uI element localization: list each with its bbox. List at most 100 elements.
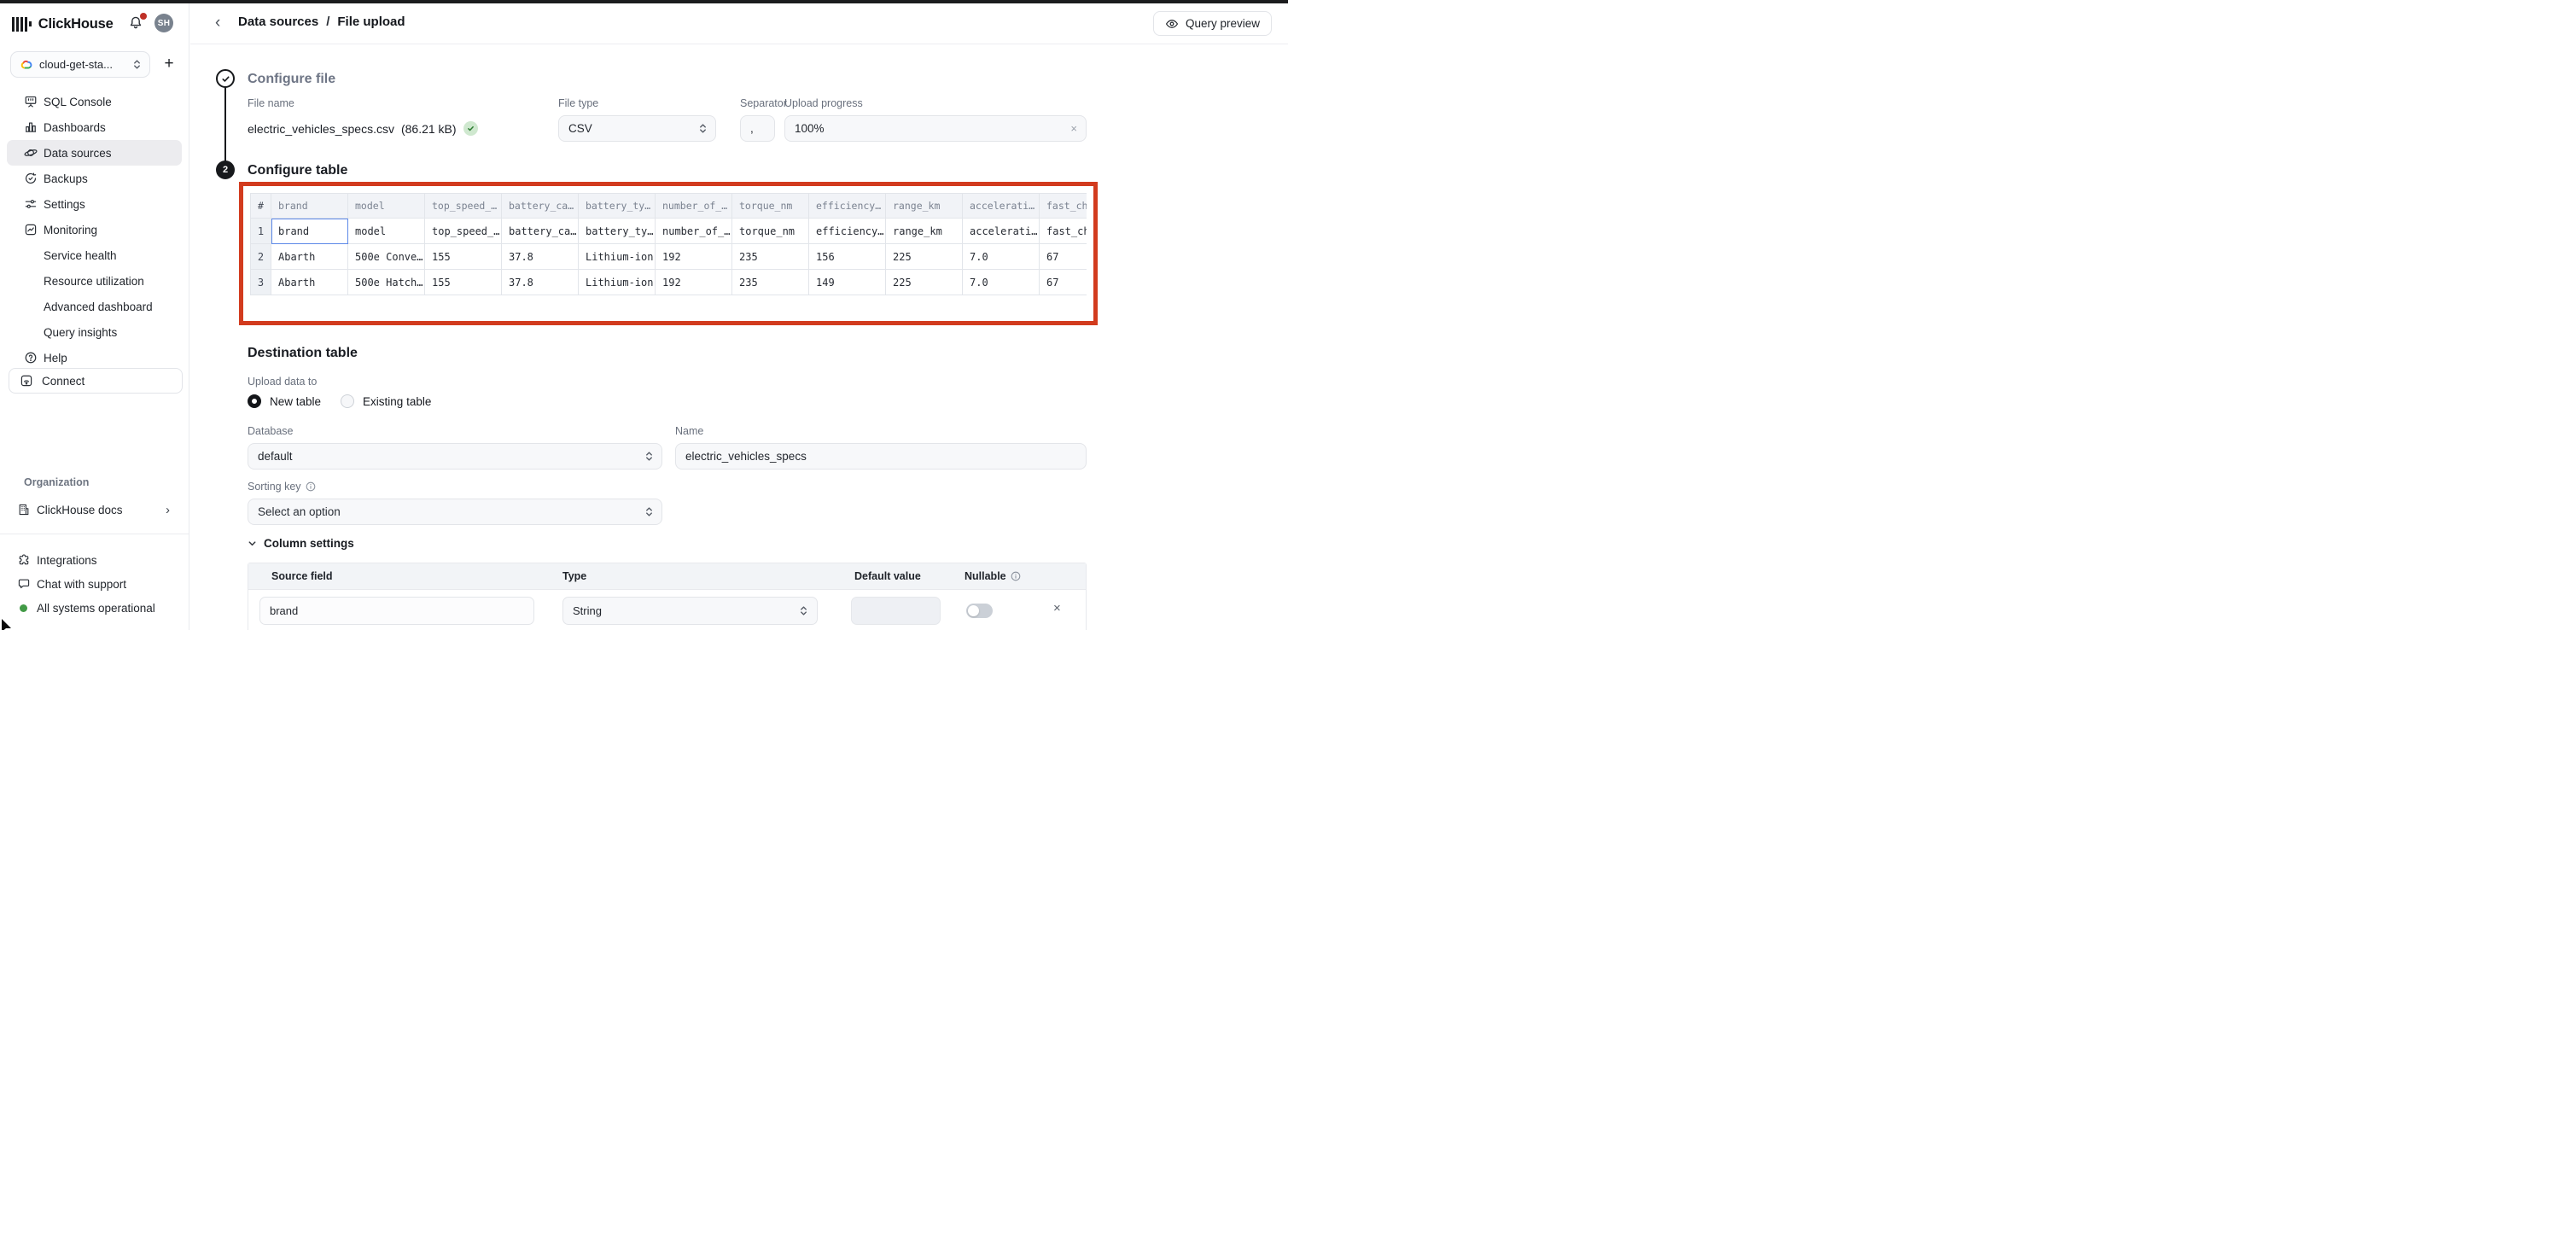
preview-cell[interactable]: 156 bbox=[809, 244, 886, 270]
preview-cell[interactable]: efficiency… bbox=[809, 219, 886, 244]
preview-cell[interactable]: battery_ca… bbox=[502, 219, 579, 244]
preview-cell[interactable]: 235 bbox=[732, 244, 809, 270]
preview-cell[interactable]: 192 bbox=[656, 244, 732, 270]
preview-cell[interactable]: top_speed_… bbox=[425, 219, 502, 244]
file-type-select[interactable]: CSV bbox=[558, 115, 716, 142]
file-name-label: File name bbox=[248, 97, 294, 109]
chevron-updown-icon bbox=[799, 605, 808, 616]
sidebar-item-system-status[interactable]: All systems operational bbox=[7, 596, 182, 620]
preview-column-header: brand bbox=[271, 194, 348, 219]
preview-cell[interactable]: fast_cha bbox=[1040, 219, 1087, 244]
avatar[interactable]: SH bbox=[154, 14, 173, 32]
preview-cell[interactable]: 235 bbox=[732, 270, 809, 295]
preview-cell[interactable]: 67 bbox=[1040, 270, 1087, 295]
preview-cell[interactable]: 225 bbox=[886, 270, 963, 295]
default-value-input[interactable] bbox=[851, 597, 941, 625]
name-label: Name bbox=[675, 425, 703, 437]
preview-table-row: 2Abarth500e Conve…15537.8Lithium-ion1922… bbox=[251, 244, 1087, 270]
remove-column-icon[interactable]: × bbox=[1053, 601, 1061, 615]
preview-cell[interactable]: Lithium-ion bbox=[579, 270, 656, 295]
database-select[interactable]: default bbox=[248, 443, 662, 470]
sidebar-item-query-insights[interactable]: Query insights bbox=[7, 319, 182, 345]
sorting-key-placeholder: Select an option bbox=[258, 505, 341, 518]
close-icon[interactable]: × bbox=[1070, 122, 1077, 135]
separator-input[interactable]: , bbox=[740, 115, 775, 142]
sidebar-item-label: Service health bbox=[44, 249, 117, 262]
annotation-red-box: #brandmodeltop_speed_…battery_ca…battery… bbox=[239, 182, 1098, 325]
preview-table-wrap: #brandmodeltop_speed_…battery_ca…battery… bbox=[250, 193, 1087, 317]
sidebar-item-chat-support[interactable]: Chat with support bbox=[7, 572, 182, 596]
sidebar-item-dashboards[interactable]: Dashboards bbox=[7, 114, 182, 140]
sidebar-item-label: Monitoring bbox=[44, 224, 97, 236]
preview-cell[interactable]: 225 bbox=[886, 244, 963, 270]
destination-radio-group: New table Existing table bbox=[248, 394, 431, 408]
preview-cell[interactable]: number_of_… bbox=[656, 219, 732, 244]
sidebar-item-clickhouse-docs[interactable]: ClickHouse docs › bbox=[7, 497, 182, 522]
preview-cell[interactable]: 192 bbox=[656, 270, 732, 295]
column-settings-row: brand String × bbox=[248, 590, 1086, 630]
preview-cell[interactable]: torque_nm bbox=[732, 219, 809, 244]
destination-table-title: Destination table bbox=[248, 346, 358, 361]
sidebar-item-integrations[interactable]: Integrations bbox=[7, 548, 182, 572]
preview-cell[interactable]: Abarth bbox=[271, 244, 348, 270]
notifications-bell-icon[interactable] bbox=[127, 15, 146, 33]
connect-button[interactable]: Connect bbox=[9, 368, 183, 394]
brand-name: ClickHouse bbox=[38, 16, 114, 32]
preview-cell[interactable]: 7.0 bbox=[963, 270, 1040, 295]
preview-cell[interactable]: 500e Hatch… bbox=[348, 270, 425, 295]
file-ok-check-icon bbox=[463, 121, 478, 136]
new-table-radio[interactable] bbox=[248, 394, 261, 408]
sidebar-item-label: Query insights bbox=[44, 326, 117, 339]
dashboards-icon bbox=[23, 120, 38, 135]
sidebar-item-settings[interactable]: Settings bbox=[7, 191, 182, 217]
preview-cell[interactable]: battery_ty… bbox=[579, 219, 656, 244]
file-name-value: electric_vehicles_specs.csv bbox=[248, 122, 394, 136]
preview-cell[interactable]: range_km bbox=[886, 219, 963, 244]
preview-cell[interactable]: 7.0 bbox=[963, 244, 1040, 270]
nullable-header: Nullable bbox=[965, 570, 1021, 584]
sidebar-item-sql-console[interactable]: SQL Console bbox=[7, 89, 182, 114]
preview-cell[interactable]: Lithium-ion bbox=[579, 244, 656, 270]
file-type-label: File type bbox=[558, 97, 598, 109]
type-select[interactable]: String bbox=[562, 597, 818, 625]
sidebar-item-data-sources[interactable]: Data sources bbox=[7, 140, 182, 166]
back-chevron-icon[interactable]: ‹ bbox=[215, 14, 220, 32]
sidebar-item-service-health[interactable]: Service health bbox=[7, 242, 182, 268]
existing-table-radio[interactable] bbox=[341, 394, 354, 408]
sidebar: ClickHouse SH cloud-get-sta... bbox=[0, 3, 189, 630]
preview-cell[interactable]: 37.8 bbox=[502, 244, 579, 270]
upload-progress-label: Upload progress bbox=[784, 97, 863, 109]
nullable-toggle[interactable] bbox=[966, 604, 993, 618]
sidebar-item-advanced-dashboard[interactable]: Advanced dashboard bbox=[7, 294, 182, 319]
preview-cell[interactable]: 155 bbox=[425, 244, 502, 270]
column-settings-toggle[interactable]: Column settings bbox=[248, 537, 354, 550]
preview-cell[interactable]: brand bbox=[271, 219, 348, 244]
sidebar-item-backups[interactable]: Backups bbox=[7, 166, 182, 191]
sidebar-item-monitoring[interactable]: Monitoring bbox=[7, 217, 182, 242]
preview-cell[interactable]: 67 bbox=[1040, 244, 1087, 270]
query-preview-button[interactable]: Query preview bbox=[1153, 11, 1272, 36]
sidebar-item-resource-utilization[interactable]: Resource utilization bbox=[7, 268, 182, 294]
page-header: ‹ Data sources / File upload Query previ… bbox=[190, 3, 1288, 44]
preview-cell[interactable]: 155 bbox=[425, 270, 502, 295]
sidebar-item-help[interactable]: Help bbox=[7, 345, 182, 370]
preview-cell[interactable]: 37.8 bbox=[502, 270, 579, 295]
sorting-key-select[interactable]: Select an option bbox=[248, 499, 662, 525]
table-name-input[interactable]: electric_vehicles_specs bbox=[675, 443, 1087, 470]
integrations-label: Integrations bbox=[37, 554, 97, 567]
preview-cell[interactable]: 500e Conve… bbox=[348, 244, 425, 270]
add-service-button[interactable]: + bbox=[156, 55, 182, 73]
preview-cell[interactable]: accelerati… bbox=[963, 219, 1040, 244]
breadcrumb-data-sources[interactable]: Data sources bbox=[238, 15, 318, 29]
service-selector[interactable]: cloud-get-sta... bbox=[10, 51, 150, 78]
preview-column-header: efficiency… bbox=[809, 194, 886, 219]
preview-cell[interactable]: model bbox=[348, 219, 425, 244]
column-settings-table: Source field Type Default value Nullable… bbox=[248, 563, 1087, 630]
upload-progress-field: 100% × bbox=[784, 115, 1087, 142]
source-field-input[interactable]: brand bbox=[259, 597, 534, 625]
chevron-updown-icon bbox=[132, 59, 142, 70]
preview-cell[interactable]: 149 bbox=[809, 270, 886, 295]
clickhouse-logo-icon bbox=[12, 17, 32, 32]
monitoring-icon bbox=[23, 223, 38, 237]
preview-cell[interactable]: Abarth bbox=[271, 270, 348, 295]
